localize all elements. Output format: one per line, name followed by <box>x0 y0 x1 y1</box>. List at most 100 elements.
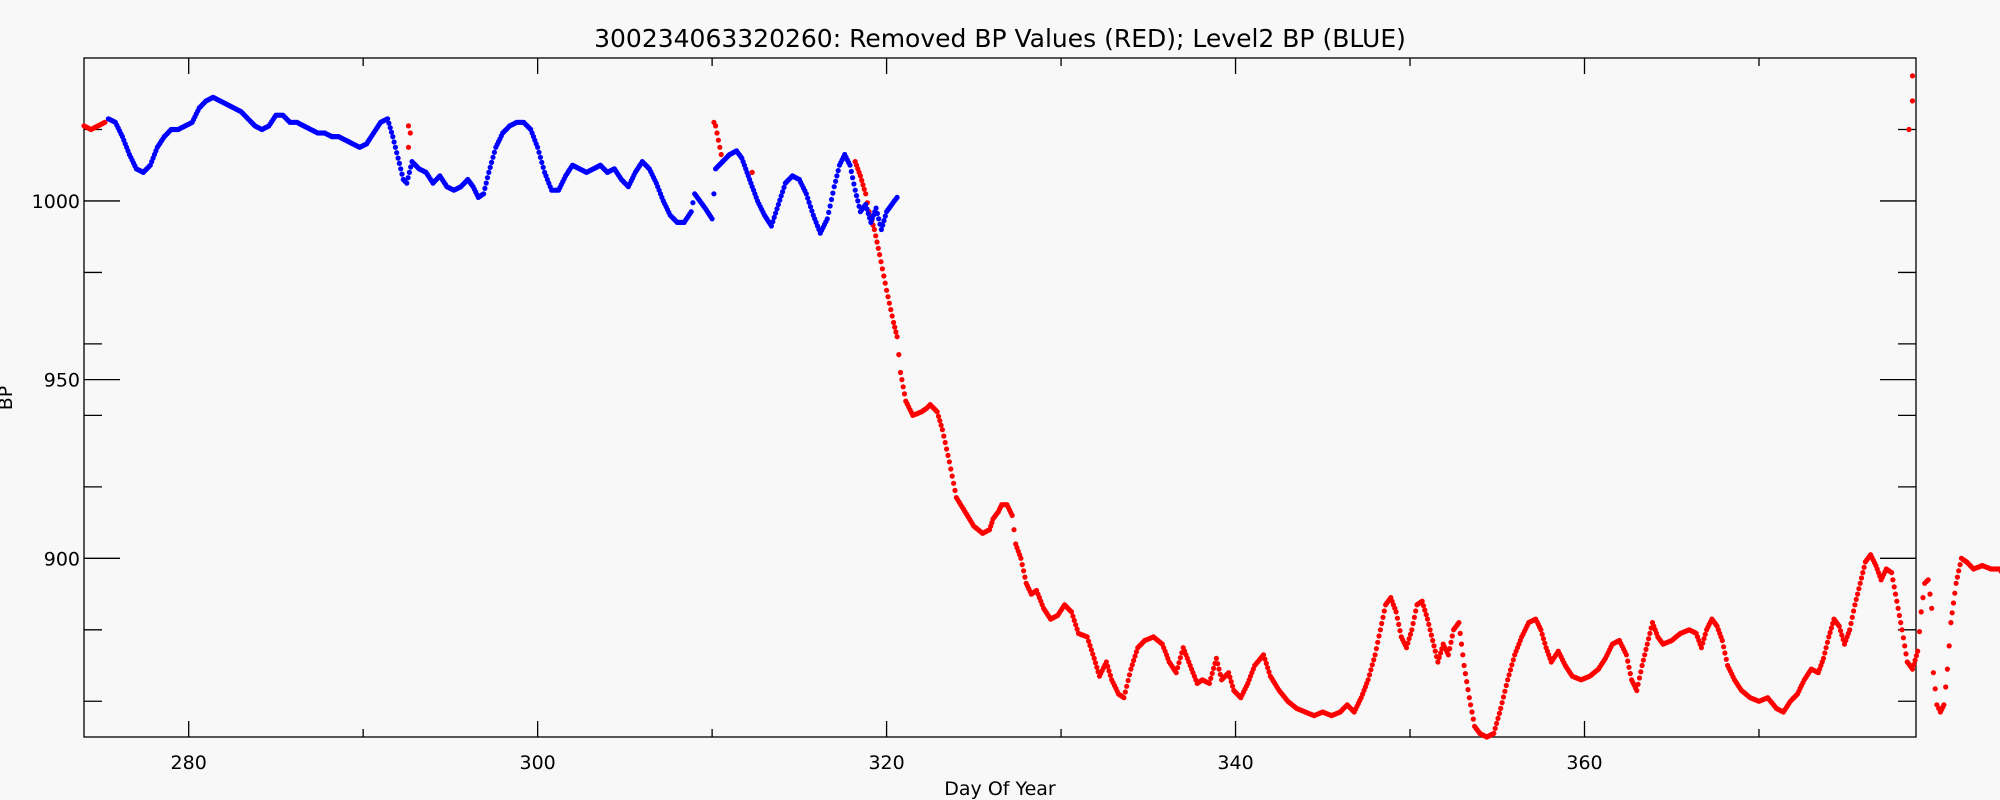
data-point <box>1941 702 1947 708</box>
data-point <box>855 198 861 204</box>
data-point <box>405 175 411 181</box>
data-point <box>891 319 897 326</box>
data-point <box>1943 684 1949 690</box>
data-point <box>1510 657 1516 663</box>
data-point <box>1365 677 1371 683</box>
data-point <box>1944 666 1950 672</box>
data-point <box>406 169 412 175</box>
data-point <box>1851 608 1857 614</box>
data-point <box>1722 650 1728 656</box>
data-point <box>878 226 885 233</box>
data-point <box>1902 643 1908 649</box>
data-point <box>1823 645 1829 651</box>
data-point <box>882 213 888 219</box>
data-point <box>1265 665 1271 671</box>
data-point <box>1892 591 1899 597</box>
data-point <box>1644 641 1650 647</box>
data-point <box>1492 725 1498 732</box>
data-point <box>407 130 413 136</box>
data-point <box>1503 682 1509 689</box>
data-point <box>1206 680 1212 687</box>
data-point <box>951 480 957 486</box>
data-point <box>1107 672 1113 679</box>
data-point <box>1092 660 1099 666</box>
data-point <box>1700 640 1706 646</box>
data-point <box>1721 644 1727 650</box>
data-point <box>875 245 881 251</box>
data-point <box>536 149 542 155</box>
data-point <box>781 184 787 190</box>
data-point <box>1507 667 1514 673</box>
data-point <box>873 233 879 239</box>
data-point <box>900 384 906 390</box>
data-point <box>1466 695 1472 701</box>
data-point <box>871 226 878 233</box>
data-point <box>1950 600 1957 606</box>
data-point <box>1381 608 1387 614</box>
data-point <box>1262 656 1268 662</box>
data-point <box>1071 617 1077 624</box>
data-point <box>896 352 902 358</box>
data-point <box>1646 636 1652 642</box>
axis-ticks: 280 300 320 340 360 900 950 1000 <box>32 58 1916 774</box>
data-point <box>1435 659 1441 665</box>
x-tick-label: 300 <box>520 752 556 774</box>
data-point <box>1889 570 1895 576</box>
data-point <box>1457 630 1463 637</box>
data-point <box>897 369 904 376</box>
data-point <box>1018 555 1024 561</box>
data-point <box>481 191 487 197</box>
data-point <box>1226 670 1232 676</box>
data-point <box>850 175 856 181</box>
data-point <box>1702 631 1708 637</box>
data-point <box>1377 627 1383 633</box>
data-point <box>1913 653 1919 659</box>
series-level2-bp <box>105 94 900 236</box>
data-point <box>1957 562 1963 568</box>
data-point <box>1643 646 1649 653</box>
data-point <box>1623 652 1629 658</box>
data-point <box>945 452 951 458</box>
data-point <box>1929 605 1935 611</box>
data-point <box>775 201 782 208</box>
data-point <box>1208 675 1214 682</box>
data-point <box>1216 666 1222 672</box>
data-point <box>894 334 900 340</box>
data-point <box>1009 512 1015 519</box>
data-point <box>482 185 488 191</box>
data-point <box>711 191 717 197</box>
data-point <box>1396 621 1402 628</box>
x-axis-label: Day Of Year <box>944 778 1056 800</box>
data-point <box>537 154 544 160</box>
data-point <box>857 173 864 179</box>
data-point <box>1932 686 1938 692</box>
data-point <box>715 137 722 143</box>
data-point <box>388 129 395 135</box>
data-point <box>1956 568 1962 574</box>
data-point <box>1636 675 1643 681</box>
data-point <box>1430 637 1436 644</box>
data-point <box>1403 645 1410 651</box>
data-point <box>1103 659 1109 665</box>
data-point <box>1126 672 1133 678</box>
data-point <box>1406 636 1412 642</box>
data-point <box>773 210 779 216</box>
data-point <box>1822 650 1828 656</box>
data-point <box>491 149 497 155</box>
x-tick-label: 340 <box>1217 752 1253 774</box>
data-point <box>865 210 871 217</box>
data-point <box>941 433 947 439</box>
data-point <box>1505 677 1511 683</box>
data-point <box>1105 663 1111 670</box>
data-point <box>1456 620 1462 626</box>
data-point <box>774 206 780 212</box>
data-point <box>1131 657 1137 664</box>
data-point <box>1427 627 1433 633</box>
data-point <box>1128 666 1134 672</box>
data-point <box>1422 607 1428 613</box>
data-point <box>1895 605 1901 611</box>
data-point <box>805 195 811 201</box>
data-point <box>394 150 400 156</box>
